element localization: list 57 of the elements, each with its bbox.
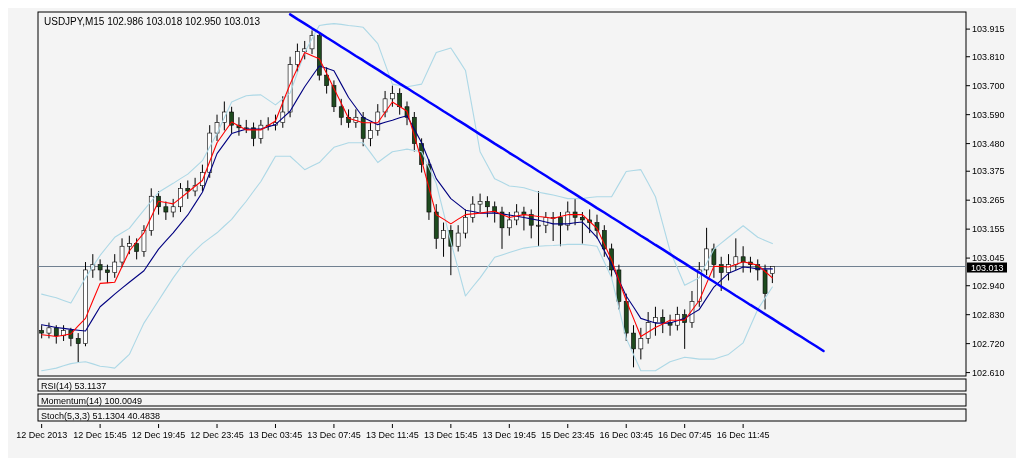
x-tick-label: 13 Dec 15:45: [424, 430, 478, 440]
candlestick: [733, 237, 739, 271]
x-tick-label: 12 Dec 19:45: [131, 430, 186, 440]
line-series: [41, 142, 773, 372]
y-tick-label: 102.830: [972, 309, 1005, 320]
y-tick-label: 102.720: [972, 338, 1005, 349]
candlestick: [718, 256, 724, 292]
candlestick: [397, 87, 403, 116]
candlestick: [119, 237, 125, 268]
y-tick-label: 103.155: [972, 224, 1005, 235]
x-tick-label: 12 Dec 2013: [16, 430, 68, 440]
x-tick-label: 13 Dec 03:45: [248, 430, 303, 440]
chart-title: USDJPY,M15 102.986 103.018 102.950 103.013: [44, 16, 261, 27]
y-tick-label: 102.610: [972, 367, 1005, 378]
x-tick-label: 12 Dec 15:45: [73, 430, 127, 440]
candlestick: [711, 243, 717, 279]
y-tick-label: 103.375: [972, 166, 1005, 177]
x-tick-label: 15 Dec 23:45: [540, 430, 595, 440]
candlestick: [477, 193, 483, 213]
x-tick-label: 16 Dec 03:45: [599, 430, 653, 440]
ref-line-label: 103.013: [971, 263, 1004, 274]
candlestick: [163, 201, 169, 221]
x-tick-label: 13 Dec 07:45: [307, 430, 361, 440]
candlestick: [762, 264, 768, 310]
x-tick-label: 16 Dec 07:45: [657, 430, 712, 440]
candlestick: [645, 311, 651, 345]
x-tick-label: 13 Dec 19:45: [482, 430, 537, 440]
line-series: [288, 13, 825, 353]
candlestick: [675, 306, 680, 331]
candlestick: [572, 198, 578, 226]
y-tick-label: 103.590: [972, 109, 1005, 120]
candlestick: [112, 253, 118, 279]
text: Momentum(14) 100.0049: [41, 396, 143, 406]
candlestick: [46, 322, 52, 339]
y-tick-label: 103.810: [972, 51, 1005, 62]
y-tick-label: 103.045: [972, 253, 1005, 264]
text: RSI(14) 53.1137: [41, 381, 107, 391]
x-tick-label: 13 Dec 11:45: [365, 430, 419, 440]
x-tick-label: 16 Dec 11:45: [716, 430, 770, 440]
x-tick-label: 12 Dec 23:45: [190, 430, 244, 440]
candlestick: [75, 332, 81, 363]
candlestick: [631, 324, 636, 368]
y-tick-label: 103.915: [972, 24, 1005, 35]
candlestick: [382, 90, 388, 118]
y-tick-label: 102.940: [972, 280, 1005, 291]
y-tick-label: 103.700: [972, 80, 1005, 91]
candlestick: [433, 203, 439, 250]
text: Stoch(5,3,3) 51.1304 40.4838: [41, 411, 161, 421]
y-tick-label: 103.480: [972, 138, 1005, 149]
y-tick-label: 103.265: [972, 195, 1005, 206]
candlestick: [97, 258, 103, 281]
candlestick: [214, 114, 220, 142]
candlestick: [740, 245, 746, 274]
candlestick: [536, 190, 541, 247]
candlestick: [141, 224, 147, 258]
candlestick: [178, 182, 183, 213]
candlestick: [499, 206, 505, 250]
